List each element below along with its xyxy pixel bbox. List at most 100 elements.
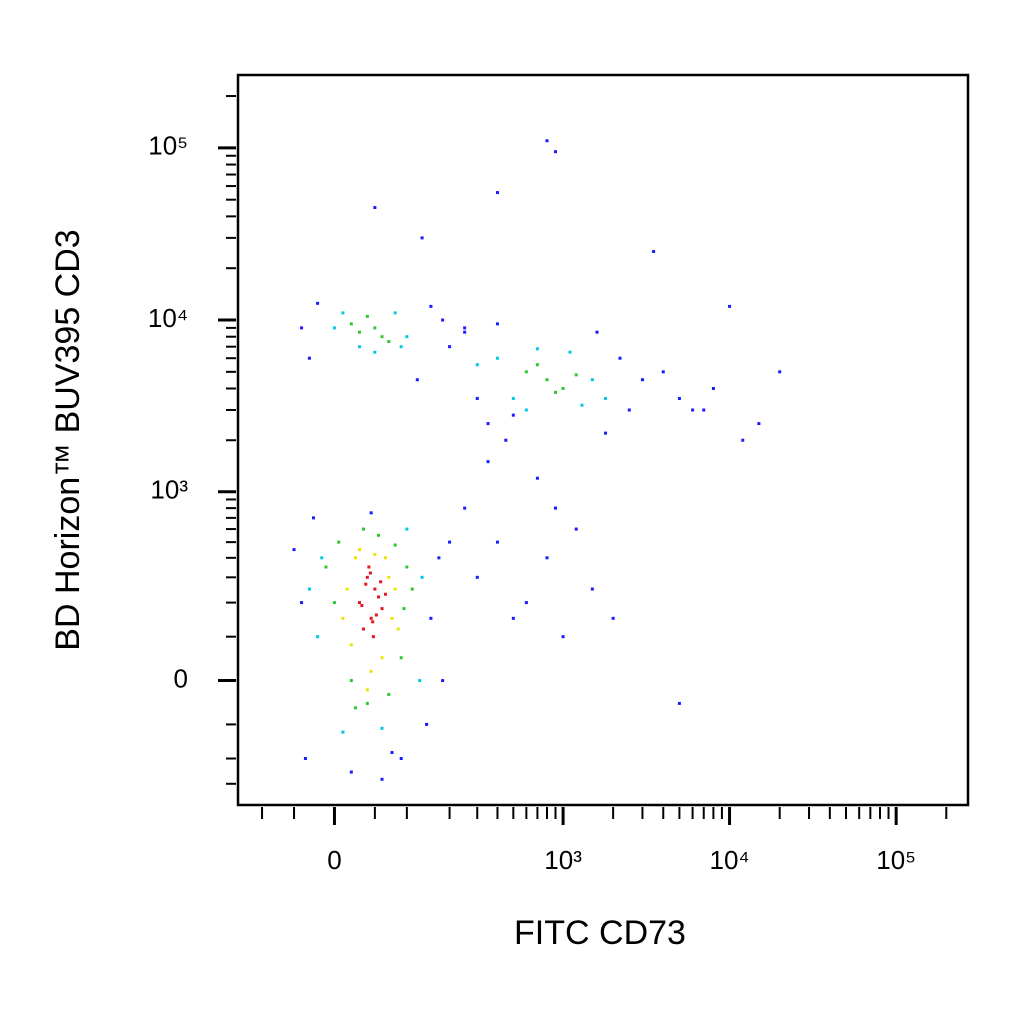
y-axis-title: BD Horizon™ BUV395 CD3 [49,229,87,650]
scatter-point [303,757,307,761]
scatter-point [373,552,377,556]
scatter-point [495,540,499,544]
scatter-point [590,378,594,382]
scatter-point [371,620,375,624]
scatter-point [661,370,665,374]
y-tick-label: 10³ [150,475,188,505]
scatter-point [441,679,445,683]
scatter-point [393,587,397,591]
y-tick-label: 0 [174,663,188,693]
scatter-point [380,777,384,781]
scatter-point [316,301,320,305]
scatter-point [545,139,549,143]
scatter-point [429,616,433,620]
scatter-point [545,556,549,560]
scatter-point [604,431,608,435]
scatter-point [757,422,761,426]
scatter-point [611,616,615,620]
scatter-point [353,556,357,560]
scatter-point [390,616,394,620]
scatter-point [311,516,315,520]
scatter-point [495,322,499,326]
scatter-point [580,403,584,407]
scatter-point [561,387,565,391]
scatter-point [369,511,373,515]
scatter-point [524,408,528,412]
scatter-point [741,438,745,442]
scatter-point [420,236,424,240]
scatter-point [307,356,311,360]
scatter-point [353,706,357,710]
scatter-point [380,607,384,611]
scatter-point [429,304,433,308]
scatter-point [316,635,320,639]
scatter-point [376,595,380,599]
scatter-point [369,616,373,620]
scatter-point [463,330,467,334]
plot-frame [236,73,970,807]
scatter-point [691,408,695,412]
scatter-point [448,540,452,544]
scatter-point [320,556,324,560]
scatter-point [553,390,557,394]
scatter-point [420,575,424,579]
scatter-point [383,592,387,596]
scatter-point [349,643,353,647]
scatter-point [448,345,452,349]
scatter-point [728,304,732,308]
scatter-point [640,378,644,382]
scatter-point [349,322,353,326]
scatter-point [376,533,380,537]
scatter-point [361,527,365,531]
scatter-point [418,679,422,683]
scatter-point [357,601,361,605]
scatter-point [535,476,539,480]
scatter-point [561,635,565,639]
scatter-point [300,326,304,330]
scatter-point [495,356,499,360]
scatter-point [574,373,578,377]
scatter-point [574,527,578,531]
scatter-point [369,669,373,673]
scatter-point [475,396,479,400]
scatter-point [677,701,681,705]
x-tick-label: 0 [327,845,341,875]
scatter-point [604,396,608,400]
scatter-point [553,150,557,154]
scatter-point [371,635,375,639]
scatter-point [495,191,499,195]
scatter-point [524,370,528,374]
scatter-point [332,601,336,605]
scatter-point [415,378,419,382]
scatter-point [341,616,345,620]
x-tick-label: 10³ [544,845,582,875]
scatter-point [405,335,409,339]
scatter-point [393,543,397,547]
scatter-point [365,688,369,692]
scatter-point [380,656,384,660]
scatter-point [711,387,715,391]
scatter-point [463,506,467,510]
scatter-point [365,701,369,705]
scatter-point [405,527,409,531]
scatter-point [360,604,364,608]
scatter-point [475,575,479,579]
y-tick-label: 10⁵ [148,131,188,161]
scatter-point [341,311,345,315]
scatter-point [535,363,539,367]
scatter-point [380,726,384,730]
scatter-point [568,350,572,354]
scatter-point [361,627,365,631]
scatter-point [373,587,377,591]
scatter-point [396,627,400,631]
scatter-point [357,548,361,552]
scatter-point [535,347,539,351]
y-tick-label: 10⁴ [148,303,188,333]
scatter-point [368,571,372,575]
scatter-point [618,356,622,360]
scatter-point [652,250,656,254]
scatter-point [349,679,353,683]
scatter-point [511,396,515,400]
